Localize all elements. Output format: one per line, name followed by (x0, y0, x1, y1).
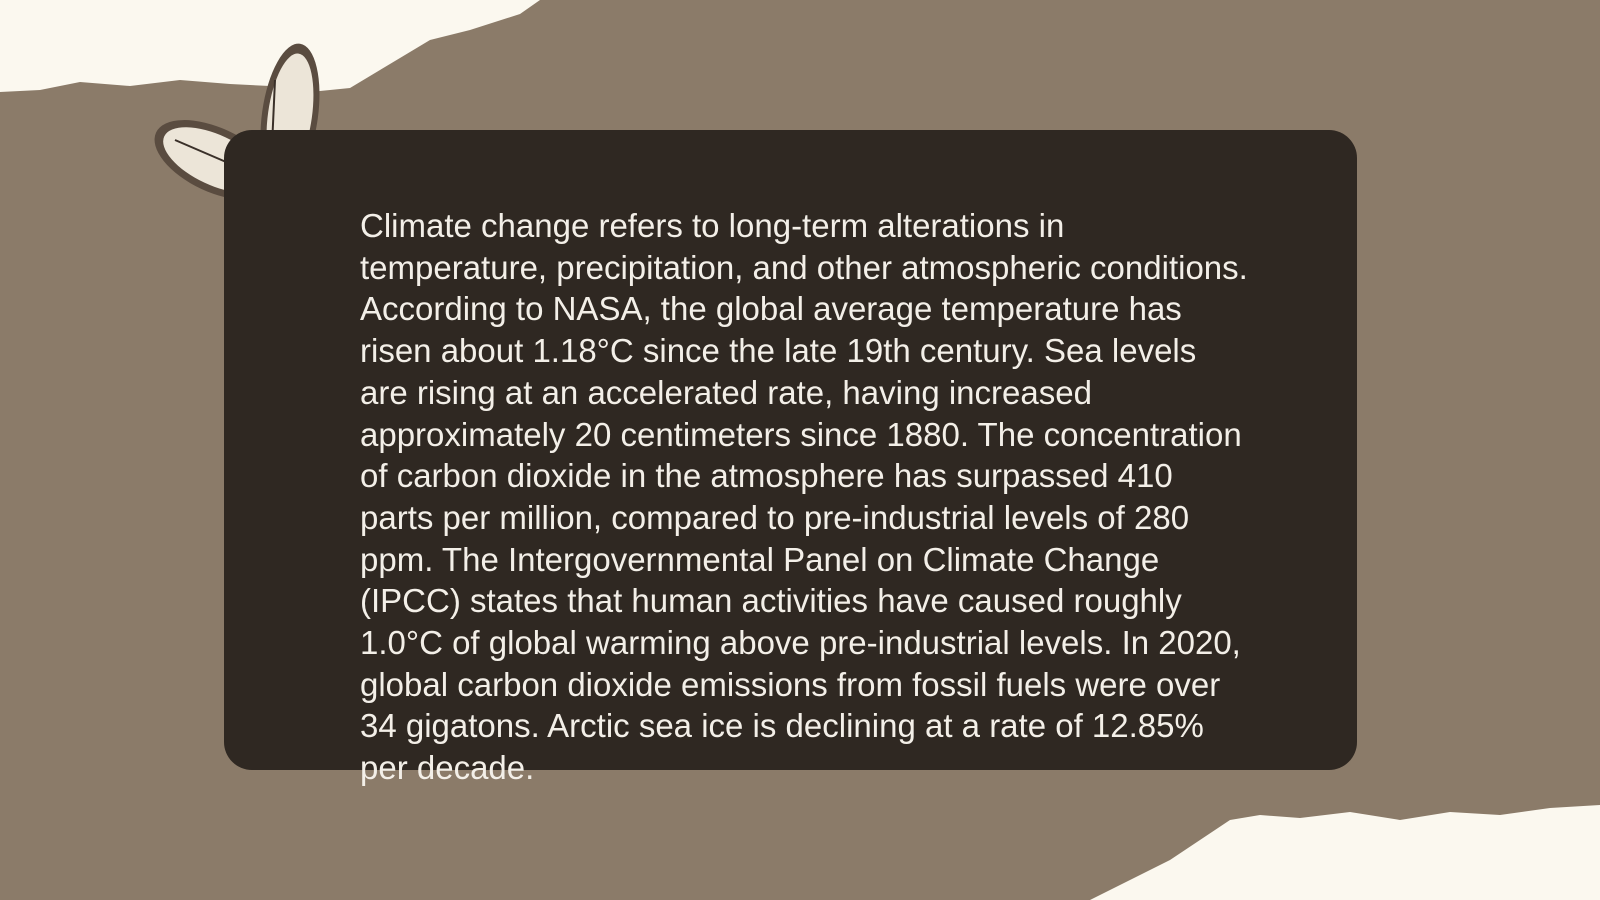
paragraph: Climate change refers to long-term alter… (360, 207, 1248, 787)
text-card (224, 130, 1357, 770)
torn-paper-top (0, 0, 540, 92)
torn-paper-bottom (1090, 805, 1600, 900)
